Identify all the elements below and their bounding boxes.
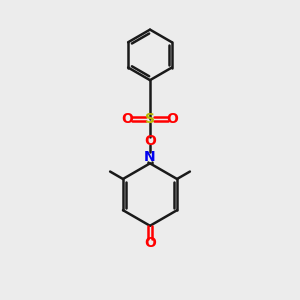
Text: O: O: [122, 112, 133, 126]
Text: O: O: [167, 112, 178, 126]
Text: N: N: [144, 150, 156, 164]
Text: O: O: [144, 236, 156, 250]
Text: S: S: [145, 112, 155, 126]
Text: O: O: [144, 134, 156, 148]
